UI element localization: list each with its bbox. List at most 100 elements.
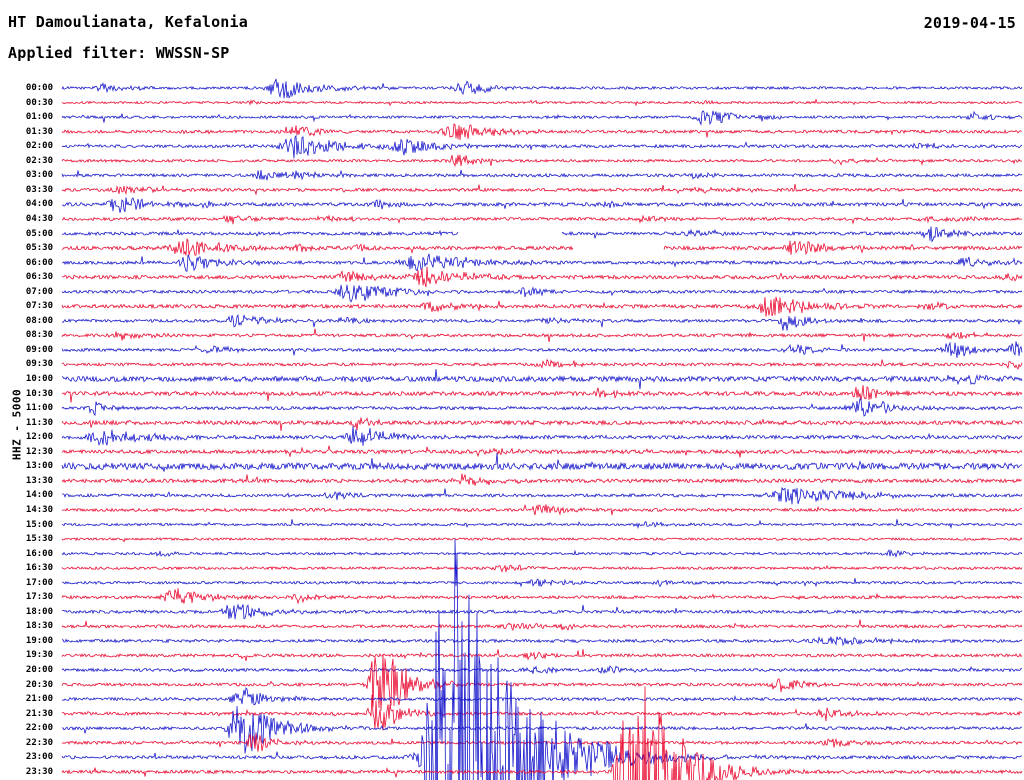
time-label: 02:30 [25,155,53,166]
seismogram-trace-1500 [61,519,1023,530]
seismogram-trace-0900 [61,341,1023,358]
seismogram-trace-0630 [61,266,1023,288]
time-label: 07:30 [25,301,53,312]
time-label: 05:30 [25,243,53,254]
seismogram-trace-0830 [61,328,1023,343]
seismogram-trace-0200 [61,134,1023,159]
seismogram-trace-2130 [61,694,1023,731]
time-label: 11:30 [25,417,53,428]
station-title: HT Damoulianata, Kefalonia [8,13,248,31]
time-label: 18:00 [25,606,53,617]
time-label: 21:30 [25,708,53,719]
time-label: 15:30 [25,534,53,545]
time-label: 10:00 [25,374,53,384]
time-label: 00:00 [25,83,53,93]
time-label: 16:00 [25,548,53,559]
seismogram-trace-0730 [61,296,1023,317]
time-label: 01:00 [25,112,53,123]
time-label: 05:00 [25,228,53,239]
seismogram-trace-1230 [61,445,1023,458]
seismogram-trace-0230 [61,154,1023,168]
seismogram-trace-2000 [61,665,1023,675]
time-label: 11:00 [25,403,53,414]
seismogram-trace-0500 [61,226,1023,243]
time-label: 06:00 [25,257,53,268]
time-label: 22:00 [25,723,53,734]
seismogram-trace-0030 [61,98,1023,107]
time-label: 21:00 [25,694,53,705]
seismogram-trace-1800 [61,603,1023,620]
time-label: 23:30 [25,766,53,777]
time-label: 17:00 [25,577,53,588]
seismogram-trace-1730 [61,588,1023,605]
time-label: 18:30 [25,621,53,632]
seismogram-trace-1130 [61,417,1023,432]
time-label: 12:00 [25,432,53,443]
seismogram-trace-2230 [61,733,1023,752]
seismogram-trace-0700 [61,284,1023,303]
time-label: 01:30 [25,126,53,137]
time-label: 06:30 [25,272,53,283]
seismogram-trace-1830 [61,619,1023,632]
seismogram-trace-0130 [61,123,1023,141]
header: HT Damoulianata, Kefalonia Applied filte… [8,12,248,63]
seismogram-trace-1100 [61,398,1023,417]
seismogram-trace-1000 [61,369,1023,390]
seismogram-trace-1700 [61,578,1023,588]
seismogram-trace-1300 [61,452,1023,472]
time-label: 09:30 [25,359,53,370]
time-label: 09:00 [25,344,53,355]
seismogram-trace-1630 [61,564,1023,573]
time-label: 12:30 [25,446,53,457]
time-label: 03:00 [25,170,53,181]
seismogram-trace-2330 [61,686,1023,780]
time-label: 04:00 [25,199,53,210]
time-label: 03:30 [25,184,53,195]
seismogram-trace-0300 [61,169,1023,181]
seismogram-trace-1400 [62,487,1023,505]
seismogram-trace-1030 [61,384,1023,403]
seismogram-trace-1930 [61,649,1023,662]
time-label: 22:30 [25,737,53,748]
seismogram-trace-0800 [61,314,1023,331]
date-label: 2019-04-15 [923,14,1016,32]
time-label: 23:00 [25,752,53,763]
seismogram-trace-1600 [61,549,1023,558]
time-label: 02:00 [25,141,53,152]
seismogram-trace-1900 [61,636,1023,647]
time-label: 10:30 [25,388,53,399]
seismogram-trace-1430 [61,503,1023,516]
seismogram-trace-0000 [61,78,1023,99]
time-label: 20:00 [25,665,53,675]
seismogram-trace-0100 [61,110,1023,126]
time-label: 00:30 [25,97,53,108]
time-label: 15:00 [25,519,53,530]
seismogram-trace-1530 [61,536,1023,543]
time-label: 08:00 [25,315,53,326]
filter-label: Applied filter: WWSSN-SP [8,44,230,62]
seismogram-trace-0600 [61,253,1023,272]
time-label: 19:30 [25,650,53,661]
time-label: 13:00 [25,461,53,472]
time-label: 04:30 [25,213,53,224]
seismogram-trace-0930 [61,358,1023,370]
seismogram-trace-0330 [61,183,1023,196]
seismogram-trace-2030 [61,654,1023,711]
time-label: 17:30 [25,592,53,603]
time-label: 14:00 [25,490,53,501]
seismogram-trace-1330 [61,473,1023,486]
seismogram-trace-1200 [61,426,1023,446]
time-labels: 00:00 00:30 01:00 01:30 02:00 02:30 03:00 03:30… [0,0,57,780]
time-label: 08:30 [25,330,53,341]
time-label: 13:30 [25,475,53,486]
seismogram-trace-0430 [61,214,1023,225]
seismogram-trace-0530 [61,238,1023,256]
time-label: 14:30 [25,504,53,515]
seismogram-trace-2100 [61,687,1023,706]
time-label: 19:00 [25,635,53,646]
time-label: 16:30 [25,563,53,574]
seismogram-trace-0400 [61,197,1023,213]
time-label: 20:30 [25,679,53,690]
